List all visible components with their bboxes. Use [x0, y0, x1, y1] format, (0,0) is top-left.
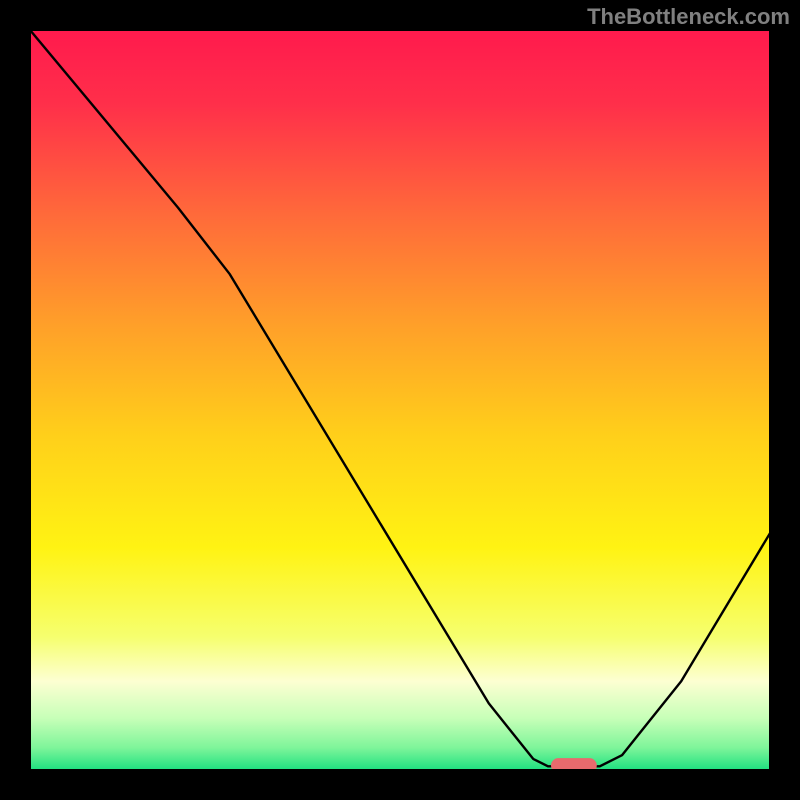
chart-background-gradient	[30, 30, 770, 770]
watermark-text: TheBottleneck.com	[587, 4, 790, 30]
chart-svg	[30, 30, 770, 770]
chart-plot-area	[30, 30, 770, 770]
optimal-marker	[551, 758, 597, 770]
